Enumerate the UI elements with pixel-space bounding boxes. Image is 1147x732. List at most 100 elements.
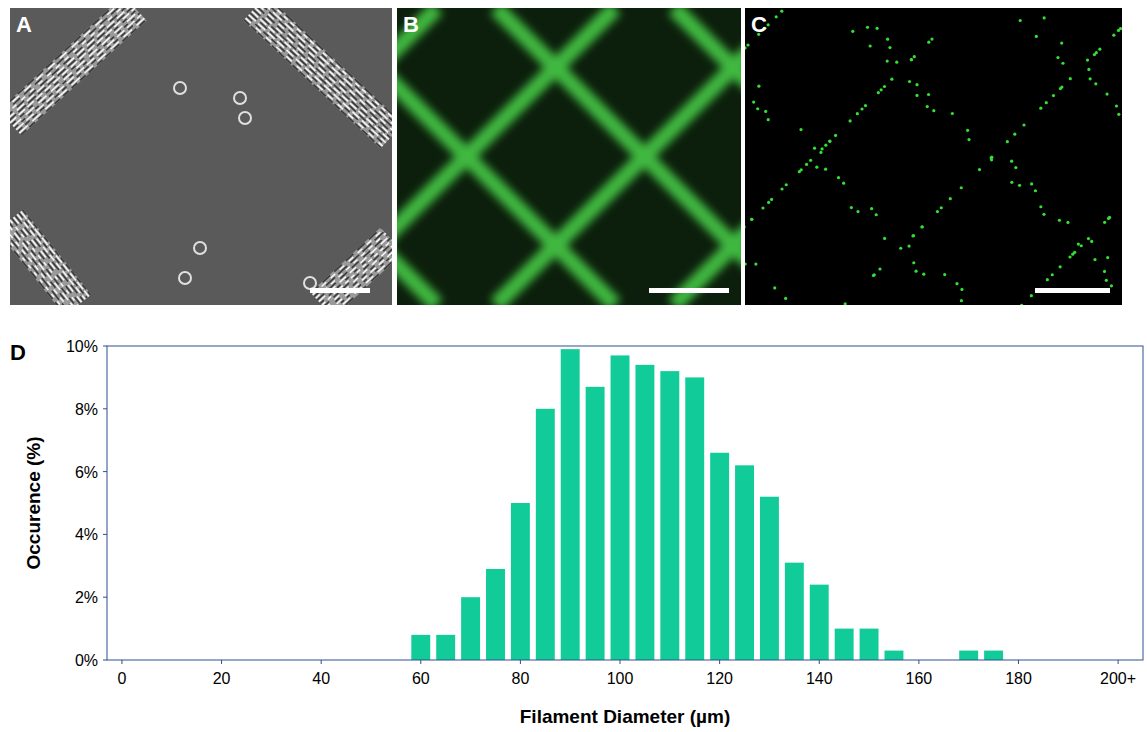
- x-tick-label: 180: [1005, 670, 1032, 687]
- filament: [397, 8, 437, 305]
- cell-dot: [1071, 253, 1074, 256]
- filament-texture: [331, 250, 392, 305]
- x-tick-label: 200+: [1100, 670, 1136, 687]
- panel-letter: A: [16, 12, 32, 37]
- bar: [785, 563, 804, 660]
- cell-dot: [764, 110, 767, 113]
- filament-texture: [10, 221, 76, 305]
- cell-dot: [966, 129, 969, 132]
- y-tick-label: 4%: [75, 526, 98, 543]
- cell-dot: [960, 288, 963, 291]
- cell-dot: [1090, 240, 1093, 243]
- cell-dot: [1093, 258, 1096, 261]
- cell-dot: [1068, 255, 1071, 258]
- cell: [194, 242, 206, 254]
- figure: ABCD0%2%4%6%8%10%02040608010012014016018…: [0, 0, 1147, 732]
- filament-texture: [10, 226, 71, 305]
- x-tick: [221, 660, 222, 664]
- cell-dot: [1112, 34, 1115, 37]
- cell-dot: [1035, 35, 1038, 38]
- image-b: [397, 8, 741, 305]
- cell-dot: [1052, 94, 1055, 97]
- filament-texture: [10, 8, 130, 118]
- cell-dot: [767, 201, 770, 204]
- cell-dot: [915, 94, 918, 97]
- cell-dot: [1110, 284, 1113, 287]
- cell-dot: [1030, 294, 1033, 297]
- cell-dot: [1105, 279, 1108, 282]
- cell-dot: [856, 112, 859, 115]
- cell-dot: [842, 182, 845, 185]
- cell-dot: [1105, 92, 1108, 95]
- filament-texture: [327, 245, 392, 305]
- cell-dot: [780, 187, 783, 190]
- filament-texture: [255, 8, 392, 136]
- x-tick-label: 60: [412, 670, 430, 687]
- panel-letter: C: [751, 12, 767, 37]
- cell-dot: [745, 225, 746, 228]
- cell-dot: [990, 156, 993, 159]
- cell-dot: [1086, 59, 1089, 62]
- x-tick-label: 140: [806, 670, 833, 687]
- cell-dot: [1098, 48, 1101, 51]
- plot-frame: [107, 346, 1143, 660]
- cell-dot: [960, 186, 963, 189]
- cell-dot: [1060, 86, 1063, 89]
- cell: [179, 272, 191, 284]
- x-tick: [121, 660, 122, 664]
- bar: [611, 355, 630, 660]
- cell-dot: [1039, 205, 1042, 208]
- x-tick-label: 100: [607, 670, 634, 687]
- cell-dot: [915, 83, 918, 86]
- cell-dot: [750, 218, 753, 221]
- filament-texture: [247, 16, 384, 144]
- cell-dot: [930, 37, 933, 40]
- x-tick-label: 160: [906, 670, 933, 687]
- cell-dot: [851, 30, 854, 33]
- cell-dot: [960, 299, 963, 302]
- bar: [735, 465, 754, 660]
- panel-letter: B: [403, 12, 419, 37]
- cell-dot: [1042, 213, 1045, 216]
- cell-dot: [1018, 184, 1021, 187]
- cell-dot: [899, 247, 902, 250]
- cell-dot: [837, 176, 840, 179]
- filament-texture: [328, 247, 392, 305]
- bar: [536, 409, 555, 660]
- filament-texture: [263, 8, 392, 128]
- filament-texture: [21, 20, 146, 135]
- cell-dot: [936, 210, 939, 213]
- cell-dot: [1093, 53, 1096, 56]
- cell-dot: [1087, 68, 1090, 71]
- cell-dot: [914, 270, 917, 273]
- cell-dot: [1014, 166, 1017, 169]
- cell-dot: [910, 58, 913, 61]
- filament-texture: [10, 230, 65, 305]
- filament-texture: [333, 252, 392, 305]
- x-tick-label: 80: [512, 670, 530, 687]
- cell-dot: [799, 128, 802, 131]
- cell-dot: [813, 147, 816, 150]
- bar: [884, 651, 903, 660]
- filament: [397, 8, 615, 305]
- x-axis-title: Filament Diameter (µm): [520, 706, 731, 727]
- y-tick-label: 0%: [75, 652, 98, 669]
- cell-dot: [805, 163, 808, 166]
- cell-dot: [1103, 221, 1106, 224]
- cell-dot: [875, 213, 878, 216]
- cell-dot: [940, 206, 943, 209]
- filament-texture: [330, 248, 392, 305]
- cell-dot: [1051, 273, 1054, 276]
- cell-dot: [880, 88, 883, 91]
- cell-dot: [773, 286, 776, 289]
- filament-texture: [17, 214, 85, 299]
- cell-dot: [798, 170, 801, 173]
- filament-texture: [244, 20, 381, 148]
- bar: [486, 569, 505, 660]
- y-tick: [103, 534, 107, 535]
- filament-texture: [18, 16, 143, 131]
- x-tick: [719, 660, 720, 664]
- filament-texture: [10, 220, 78, 305]
- cell-dot: [895, 61, 898, 64]
- y-tick: [103, 408, 107, 409]
